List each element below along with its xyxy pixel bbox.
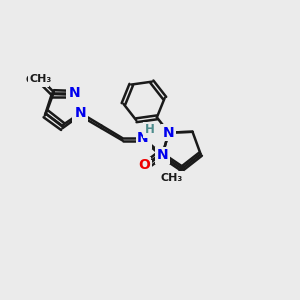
Text: N: N <box>163 126 175 140</box>
Text: CH₃: CH₃ <box>30 74 52 84</box>
Text: N: N <box>137 131 149 145</box>
Text: N: N <box>67 88 79 102</box>
Text: H: H <box>146 127 155 140</box>
Text: N: N <box>156 148 168 162</box>
Text: N: N <box>69 86 81 100</box>
Text: N: N <box>138 134 150 148</box>
Text: N: N <box>75 106 86 120</box>
Text: S: S <box>164 126 174 140</box>
Text: N: N <box>74 109 86 123</box>
Text: CH₃: CH₃ <box>26 75 48 85</box>
Text: O: O <box>138 161 150 176</box>
Text: O: O <box>138 158 150 172</box>
Text: CH₃: CH₃ <box>160 172 182 183</box>
Text: H: H <box>145 123 155 136</box>
